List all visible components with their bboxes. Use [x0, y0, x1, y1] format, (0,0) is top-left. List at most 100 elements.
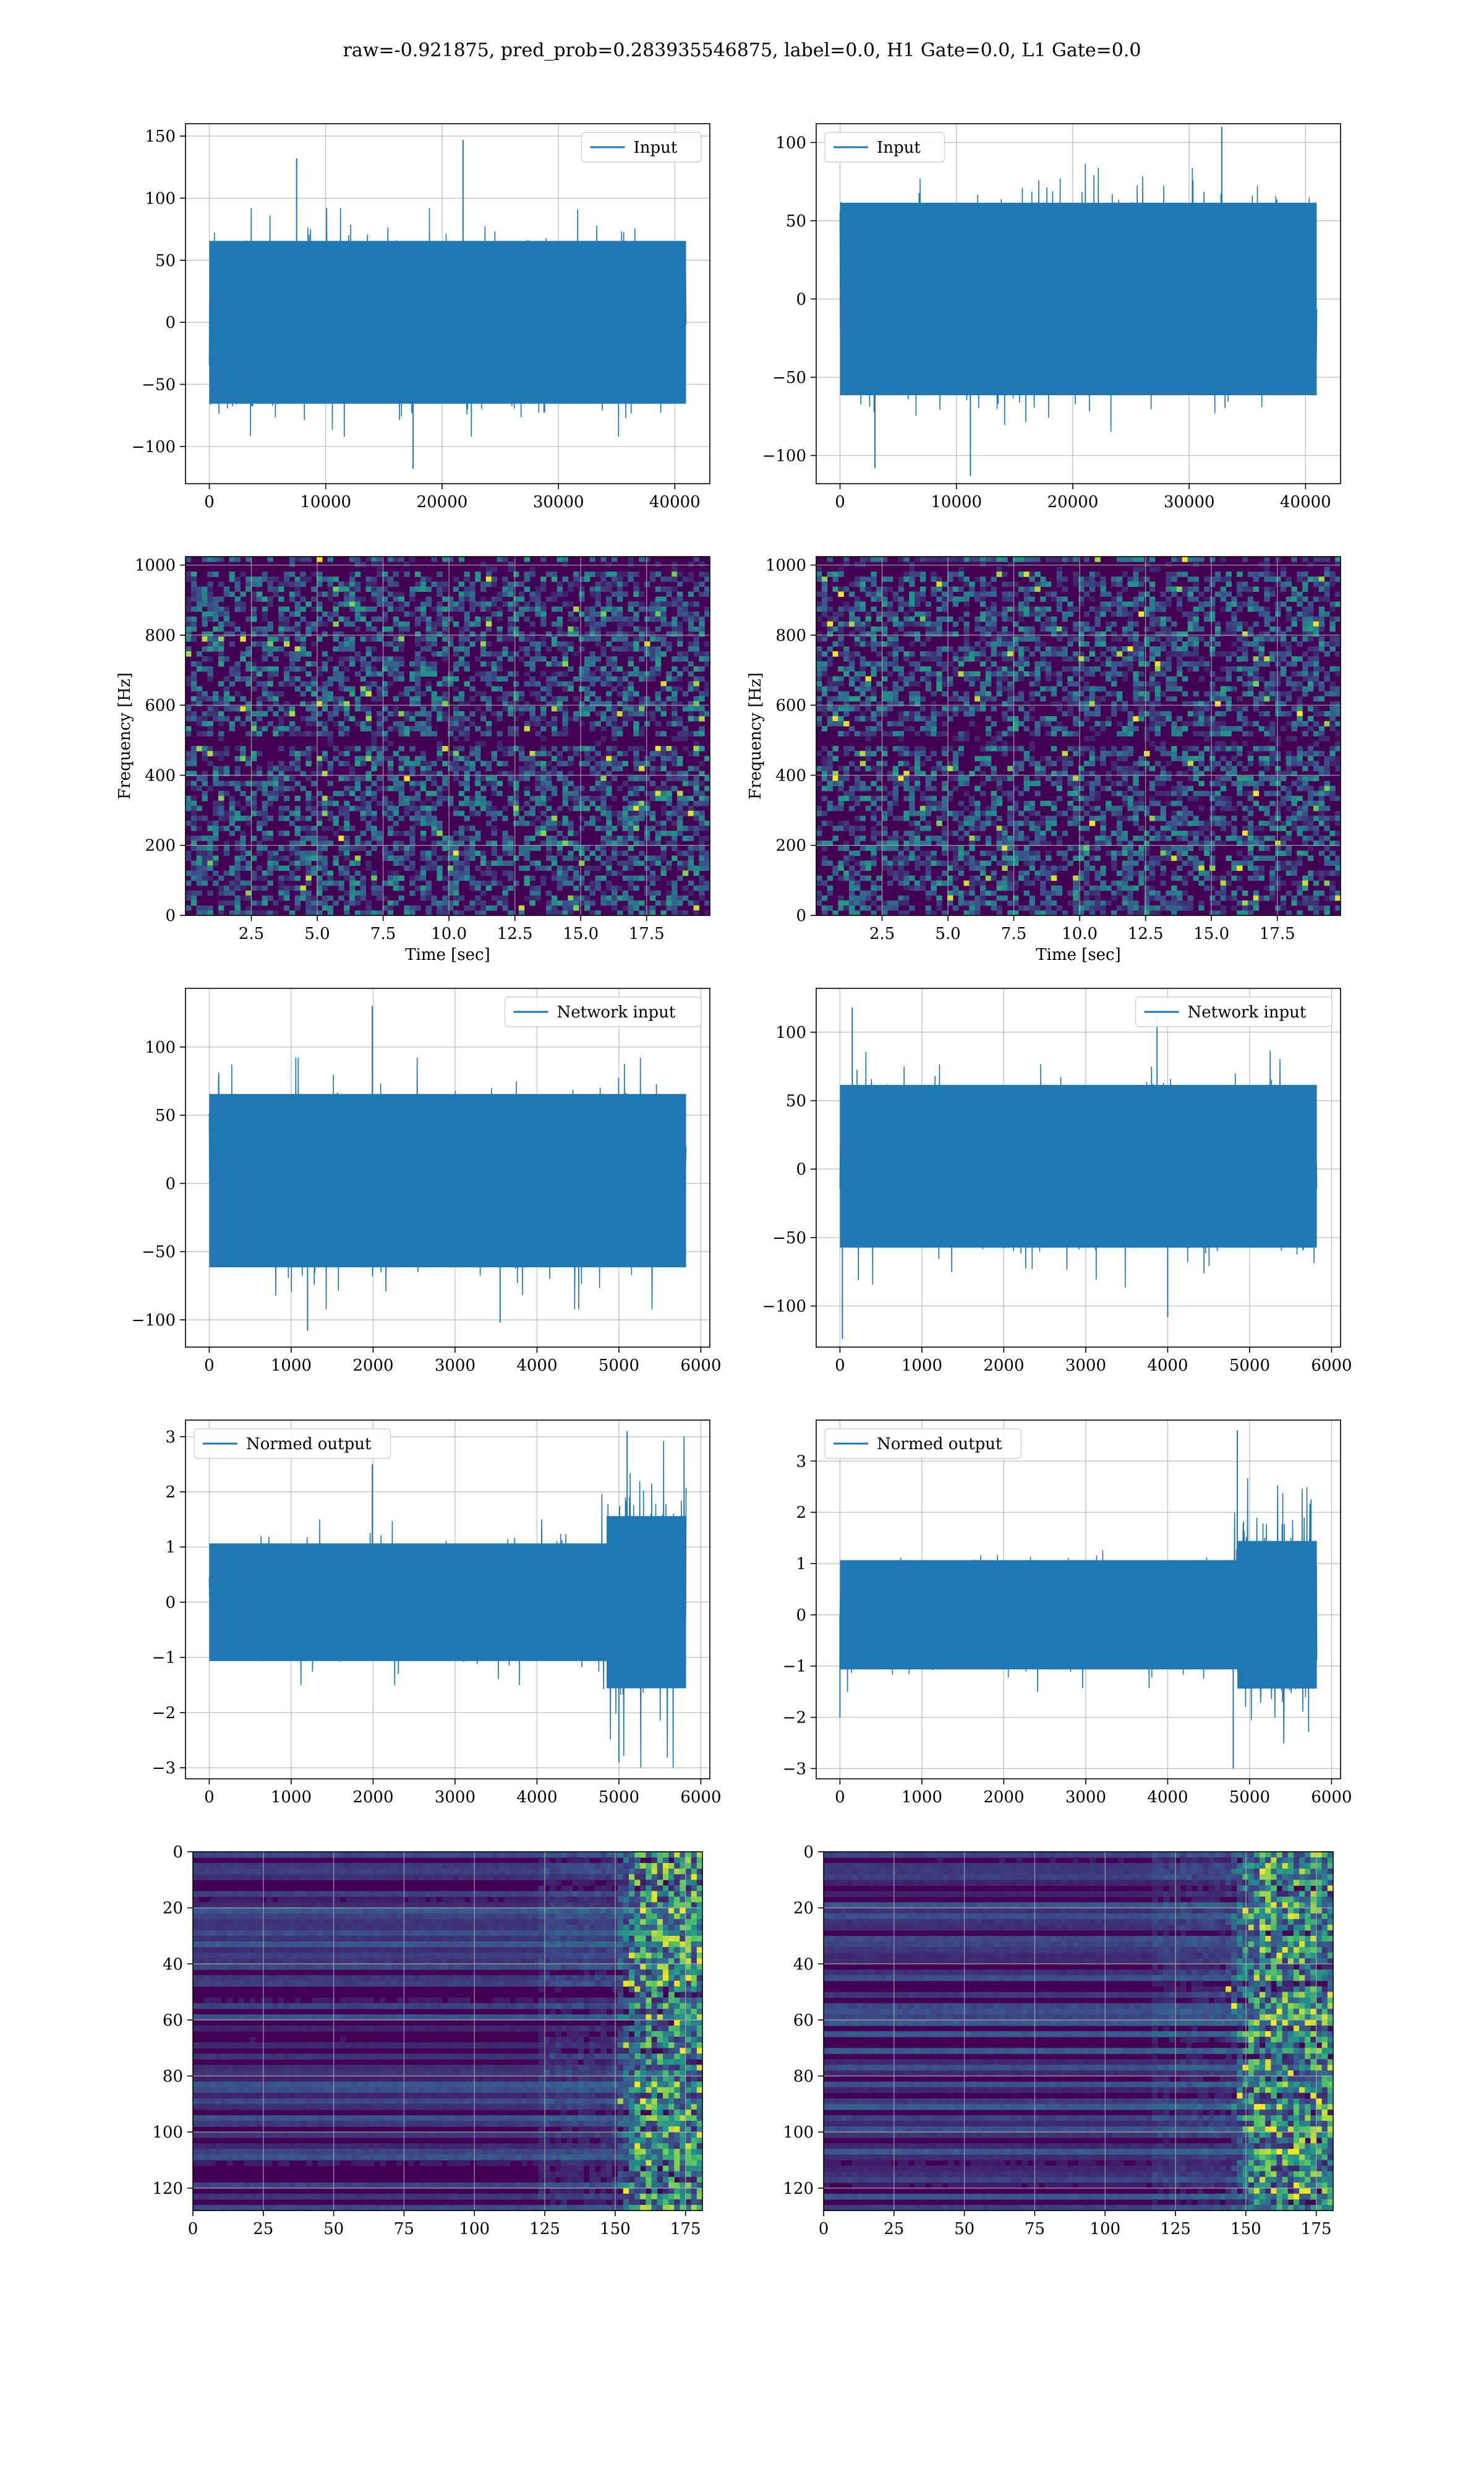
heatmap-cell: [317, 820, 323, 826]
heatmap-cell: [387, 606, 394, 612]
heatmap-cell: [267, 895, 273, 901]
heatmap-cell: [1133, 686, 1139, 692]
heatmap-cell: [240, 836, 246, 841]
heatmap-cell: [229, 900, 236, 906]
heatmap-cell: [600, 586, 607, 592]
heatmap-cell: [699, 875, 705, 881]
heatmap-cell: [262, 606, 268, 612]
heatmap-cell: [573, 576, 579, 582]
heatmap-cell: [311, 910, 317, 916]
heatmap-cell: [1013, 646, 1019, 652]
heatmap-cell: [284, 805, 290, 811]
heatmap-cell: [639, 636, 645, 642]
heatmap-cell: [693, 676, 699, 682]
heatmap-cell: [827, 557, 834, 562]
heatmap-cell: [1318, 626, 1325, 632]
heatmap-cell: [365, 686, 372, 692]
heatmap-cell: [1177, 661, 1183, 667]
heatmap-cell: [294, 781, 301, 787]
heatmap-cell: [256, 820, 263, 826]
heatmap-cell: [649, 870, 656, 876]
heatmap-cell: [327, 691, 334, 697]
heatmap-cell: [344, 601, 350, 607]
heatmap-cell: [485, 870, 492, 876]
heatmap-cell: [245, 905, 252, 911]
heatmap-cell: [327, 795, 334, 802]
heatmap-cell: [267, 855, 273, 861]
heatmap-cell: [240, 756, 246, 761]
heatmap-cell: [1220, 691, 1227, 697]
heatmap-cell: [344, 701, 350, 707]
heatmap-cell: [294, 761, 301, 766]
heatmap-cell: [497, 781, 503, 787]
heatmap-cell: [677, 671, 683, 677]
heatmap-cell: [317, 721, 323, 727]
heatmap-cell: [606, 631, 612, 637]
heatmap-cell: [535, 860, 541, 867]
heatmap-cell: [1253, 661, 1260, 667]
heatmap-cell: [579, 761, 585, 766]
heatmap-cell: [985, 676, 992, 682]
heatmap-cell: [616, 691, 623, 697]
heatmap-cell: [892, 621, 899, 627]
heatmap-cell: [305, 716, 312, 722]
heatmap-cell: [491, 845, 498, 851]
heatmap-cell: [354, 671, 361, 677]
heatmap-cell: [213, 706, 219, 712]
heatmap-cell: [448, 596, 454, 602]
heatmap-cell: [524, 845, 531, 851]
heatmap-cell: [469, 621, 475, 627]
heatmap-cell: [1094, 557, 1101, 562]
heatmap-cell: [589, 661, 596, 667]
heatmap-cell: [508, 591, 514, 597]
heatmap-cell: [876, 591, 882, 597]
heatmap-cell: [437, 706, 443, 712]
heatmap-cell: [628, 646, 634, 652]
heatmap-cell: [518, 805, 525, 811]
heatmap-cell: [1177, 571, 1183, 577]
heatmap-cell: [639, 711, 645, 717]
heatmap-cell: [284, 706, 290, 712]
heatmap-cell: [1318, 616, 1325, 622]
axis|1-ytick-label: 0: [796, 290, 806, 309]
heatmap-cell: [1302, 576, 1308, 582]
heatmap-cell: [387, 785, 394, 792]
heatmap-cell: [849, 616, 855, 622]
heatmap-cell: [915, 631, 921, 637]
heatmap-cell: [1127, 621, 1133, 627]
heatmap-cell: [649, 701, 656, 707]
heatmap-cell: [925, 557, 932, 562]
heatmap-cell: [218, 730, 224, 737]
heatmap-cell: [551, 905, 558, 911]
heatmap-cell: [1106, 606, 1112, 612]
heatmap-cell: [579, 706, 585, 712]
heatmap-cell: [502, 841, 508, 846]
heatmap-cell: [327, 800, 334, 807]
heatmap-cell: [969, 646, 975, 652]
heatmap-cell: [672, 567, 678, 572]
heatmap-cell: [1056, 567, 1063, 572]
heatmap-cell: [1193, 621, 1199, 627]
heatmap-cell: [551, 860, 558, 867]
heatmap-cell: [963, 631, 970, 637]
heatmap-cell: [338, 845, 344, 851]
heatmap-cell: [952, 557, 959, 562]
heatmap-cell: [344, 656, 350, 662]
heatmap-cell: [1144, 681, 1150, 687]
heatmap-cell: [234, 661, 241, 667]
heatmap-cell: [1214, 571, 1221, 577]
heatmap-cell: [513, 790, 519, 797]
heatmap-cell: [218, 805, 224, 811]
heatmap-cell: [229, 576, 236, 582]
heatmap-cell: [882, 666, 888, 672]
heatmap-cell: [1018, 571, 1025, 577]
heatmap-cell: [398, 860, 404, 867]
heatmap-cell: [1291, 621, 1297, 627]
heatmap-cell: [980, 696, 986, 702]
heatmap-cell: [985, 606, 992, 612]
heatmap-cell: [556, 606, 563, 612]
heatmap-cell: [305, 686, 312, 692]
heatmap-cell: [317, 790, 323, 797]
heatmap-cell: [218, 701, 224, 707]
heatmap-cell: [262, 910, 268, 916]
